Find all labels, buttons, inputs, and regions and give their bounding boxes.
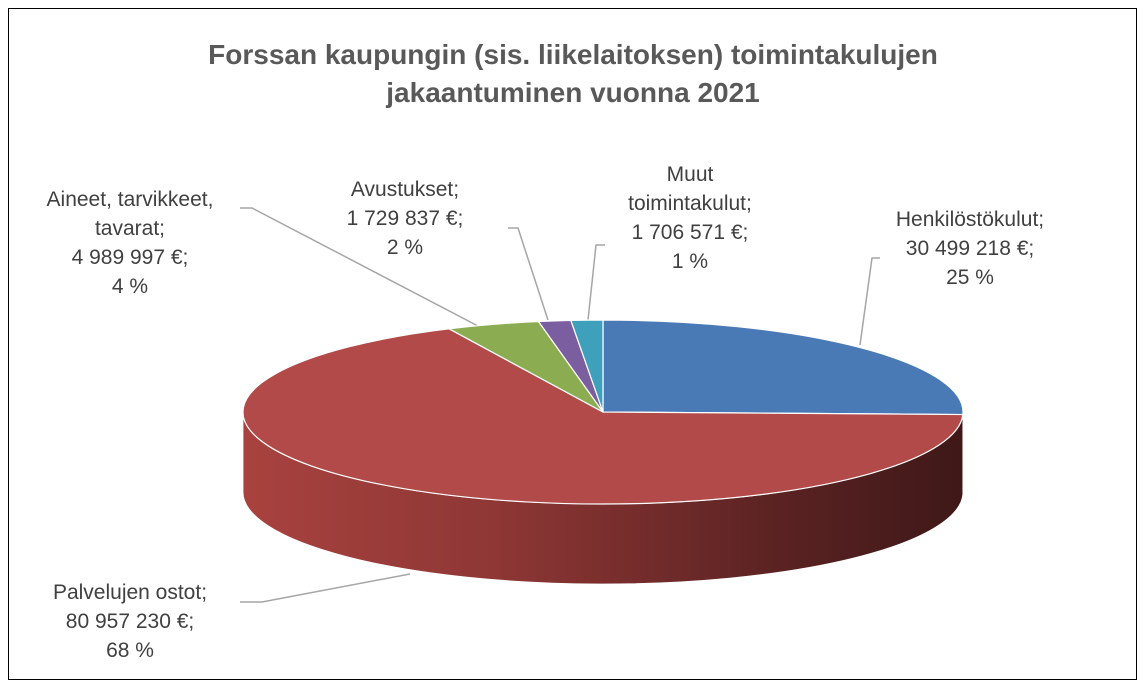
data-label: Aineet, tarvikkeet, tavarat; 4 989 997 €;… <box>15 185 245 301</box>
label-category: Henkilöstökulut; <box>895 208 1045 231</box>
label-value: 4 989 997 €; <box>71 246 189 269</box>
label-category: Palvelujen ostot; <box>52 581 208 604</box>
data-label: Henkilöstökulut; 30 499 218 €; 25 % <box>870 205 1070 292</box>
slice <box>602 319 964 416</box>
data-label: Avustukset; 1 729 837 €; 2 % <box>315 175 495 262</box>
label-value: 30 499 218 €; <box>905 237 1035 260</box>
chart-border <box>8 8 1137 680</box>
label-value: 1 729 837 €; <box>346 207 464 230</box>
label-category: Muut toimintakulut; <box>628 163 752 215</box>
pie-tops <box>242 319 964 505</box>
leader-lines <box>240 207 880 603</box>
label-percent: 2 % <box>386 236 424 259</box>
slice <box>570 319 604 413</box>
label-percent: 4 % <box>111 275 149 298</box>
label-value: 1 706 571 €; <box>631 221 749 244</box>
data-label: Muut toimintakulut; 1 706 571 €; 1 % <box>615 160 765 276</box>
label-percent: 68 % <box>106 639 154 662</box>
label-category: Avustukset; <box>350 178 460 201</box>
label-value: 80 957 230 €; <box>65 610 195 633</box>
chart-title: Forssan kaupungin (sis. liikelaitoksen) … <box>208 39 938 108</box>
label-percent: 25 % <box>946 266 994 289</box>
label-category: Aineet, tarvikkeet, tavarat; <box>46 188 214 240</box>
data-label: Palvelujen ostot; 80 957 230 €; 68 % <box>20 578 240 665</box>
label-percent: 1 % <box>671 250 709 273</box>
slice <box>242 328 964 505</box>
